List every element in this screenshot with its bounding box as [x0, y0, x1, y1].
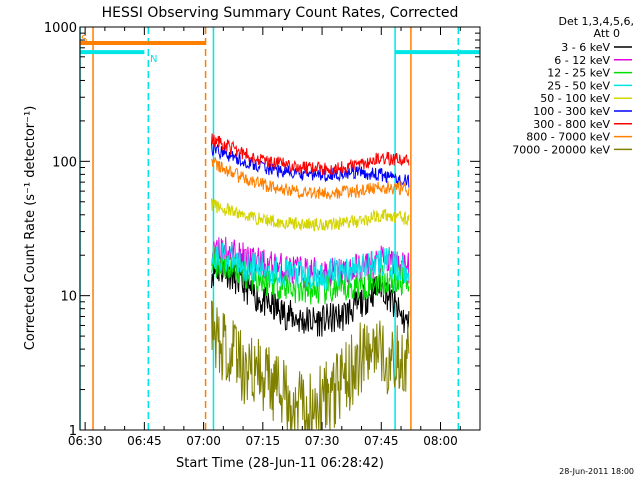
- legend-label-1: 6 - 12 keV: [554, 54, 610, 67]
- legend-label-5: 100 - 300 keV: [533, 105, 610, 118]
- legend-label-0: 3 - 6 keV: [561, 41, 610, 54]
- x-tick-label-5: 07:45: [364, 434, 399, 448]
- marker-lines: [79, 27, 460, 430]
- legend-header-line-1: Det 1,3,4,5,6,: [558, 15, 634, 28]
- x-tick-label-6: 08:00: [423, 434, 458, 448]
- timestamp: 28-Jun-2011 18:00: [559, 467, 634, 476]
- series-line-8: [211, 300, 410, 431]
- axis-ticks: 06:30 06:45 07:00 07:15 07:30 07:45 08:00 1 10 10…: [44, 21, 481, 448]
- y-axis-label: Corrected Count Rate (s⁻¹ detector⁻¹): [23, 106, 38, 351]
- series-line-7: [211, 157, 410, 201]
- x-tick-label-2: 07:00: [186, 434, 221, 448]
- x-tick-label-3: 07:15: [246, 434, 281, 448]
- legend-label-8: 7000 - 20000 keV: [512, 143, 610, 156]
- series-line-6: [211, 133, 410, 176]
- legend-label-6: 300 - 800 keV: [533, 118, 610, 131]
- plot-frame: [79, 26, 481, 431]
- legend-label-2: 12 - 25 keV: [547, 67, 610, 80]
- x-tick-label-0: 06:30: [68, 434, 103, 448]
- x-tick-label-1: 06:45: [127, 434, 162, 448]
- legend-label-3: 25 - 50 keV: [547, 79, 610, 92]
- series-line-4: [211, 198, 410, 232]
- y-tick-label-0: 1: [69, 424, 77, 439]
- y-tick-label-3: 1000: [44, 21, 77, 36]
- y-tick-label-2: 100: [52, 155, 77, 170]
- chart-title: HESSI Observing Summary Count Rates, Cor…: [102, 5, 459, 21]
- x-tick-label-4: 07:30: [305, 434, 340, 448]
- flag-label-1: N: [150, 54, 157, 65]
- series-line-0: [211, 258, 410, 337]
- flag-label-0: S: [81, 34, 87, 45]
- legend-label-4: 50 - 100 keV: [540, 92, 610, 105]
- y-tick-label-1: 10: [60, 290, 77, 305]
- series-layer: [211, 133, 410, 431]
- legend-label-7: 800 - 7000 keV: [526, 131, 610, 144]
- series-line-2: [211, 245, 410, 305]
- legend-header-line-2: Att 0: [594, 27, 620, 40]
- flag-bars: SN: [80, 34, 480, 65]
- series-line-5: [211, 142, 410, 188]
- x-axis-label: Start Time (28-Jun-11 06:28:42): [176, 456, 384, 471]
- series-line-3: [211, 241, 410, 291]
